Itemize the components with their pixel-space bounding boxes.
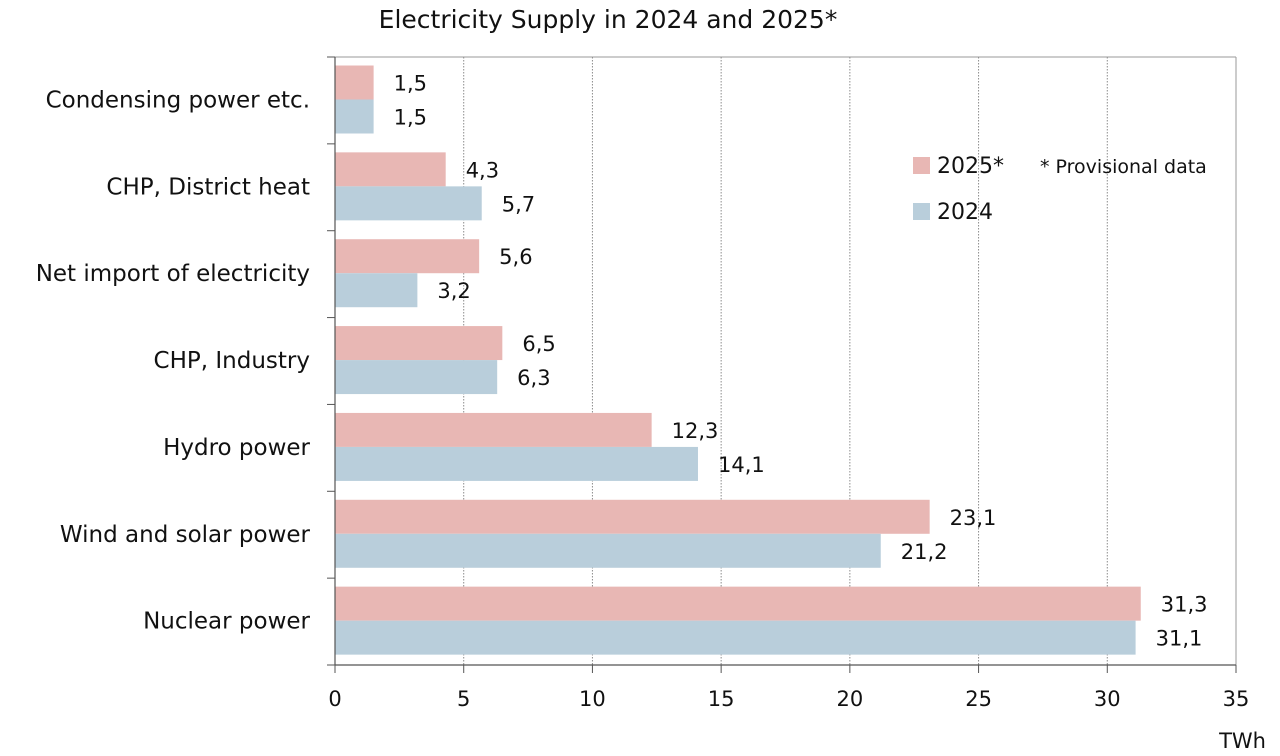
chart-title: Electricity Supply in 2024 and 2025*	[379, 5, 838, 34]
x-tick-label: 30	[1094, 687, 1121, 711]
category-label: CHP, District heat	[106, 174, 310, 200]
bar-value-label: 3,2	[437, 279, 470, 303]
category-label: CHP, Industry	[154, 348, 310, 374]
bar	[335, 620, 1136, 655]
bar	[335, 186, 482, 221]
bar	[335, 412, 652, 447]
bar-value-label: 5,7	[502, 192, 535, 216]
bar-value-label: 5,6	[499, 245, 532, 269]
legend-label: 2024	[937, 200, 993, 225]
bar-value-label: 6,3	[517, 366, 550, 390]
legend: 2025* 2024 * Provisional data	[913, 154, 1207, 225]
category-label: Wind and solar power	[60, 522, 311, 548]
x-tick-label: 20	[836, 687, 863, 711]
category-label: Net import of electricity	[36, 261, 310, 287]
bar	[335, 99, 374, 134]
bar	[335, 152, 446, 187]
legend-label: 2025*	[937, 154, 1004, 179]
bar-value-label: 14,1	[718, 453, 765, 477]
bar-value-label: 4,3	[466, 158, 499, 182]
bar-value-label: 6,5	[522, 332, 555, 356]
bar	[335, 499, 930, 534]
x-axis-label: TWh	[1218, 729, 1266, 753]
category-label: Nuclear power	[143, 609, 310, 635]
x-tick-label: 15	[708, 687, 735, 711]
x-tick-label: 35	[1223, 687, 1250, 711]
x-tick-label: 0	[328, 687, 341, 711]
category-label: Condensing power etc.	[46, 88, 310, 114]
bar	[335, 273, 418, 308]
x-tick-label: 5	[457, 687, 470, 711]
bar	[335, 586, 1141, 621]
bar-value-label: 1,5	[394, 106, 427, 130]
legend-swatch	[913, 203, 930, 220]
bar	[335, 360, 498, 395]
bar	[335, 326, 503, 361]
bar-value-label: 1,5	[394, 72, 427, 96]
x-tick-label: 25	[965, 687, 992, 711]
bar-value-label: 23,1	[950, 506, 997, 530]
bars: 1,5 1,5 4,35,7 5,6 3,2 6,5 6,3 12,3 14,1 23,121,2…	[335, 65, 1208, 655]
bar	[335, 65, 374, 100]
legend-swatch	[913, 157, 930, 174]
bar	[335, 533, 881, 568]
bar	[335, 446, 698, 481]
bar	[335, 239, 480, 274]
category-label: Hydro power	[163, 435, 310, 461]
bar-value-label: 21,2	[901, 540, 948, 564]
footnote-text: * Provisional data	[1040, 156, 1207, 178]
bar-value-label: 31,3	[1161, 593, 1208, 617]
axes: 0 5 10 15 20 25 30 35 Condensing power etc. CHP, …	[36, 56, 1250, 711]
bar-value-label: 12,3	[672, 419, 719, 443]
bar-value-label: 31,1	[1156, 627, 1203, 651]
x-tick-label: 10	[579, 687, 606, 711]
